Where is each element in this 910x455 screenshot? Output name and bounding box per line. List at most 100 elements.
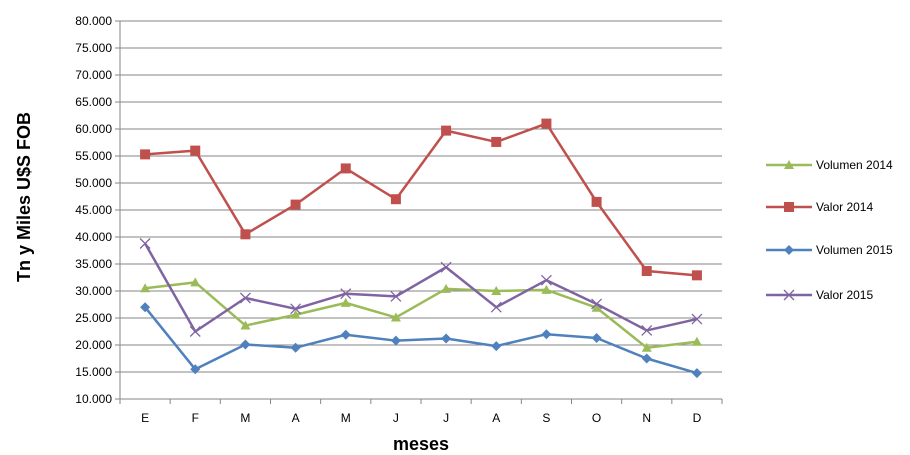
y-tick-label: 50.000: [75, 176, 112, 190]
x-marker: [239, 292, 251, 304]
x-tick-label: E: [141, 411, 149, 425]
triangle-marker: [290, 309, 301, 319]
y-tick-label: 10.000: [75, 392, 112, 406]
x-tick-label: A: [292, 411, 300, 425]
x-marker: [490, 301, 502, 313]
diamond-marker: [290, 342, 301, 353]
x-tick-label: A: [492, 411, 500, 425]
x-tick-label: O: [592, 411, 601, 425]
x-marker: [139, 238, 151, 249]
triangle-marker: [441, 283, 452, 293]
square-marker: [340, 163, 351, 174]
legend-label: Volumen 2015: [816, 243, 893, 257]
series-3: [139, 238, 703, 337]
diamond-marker: [591, 332, 602, 343]
data-series: [139, 118, 703, 379]
x-marker: [591, 298, 603, 310]
legend-label: Valor 2014: [816, 200, 873, 214]
x-axis-title: meses: [393, 434, 449, 454]
diamond-marker: [140, 302, 151, 313]
diamond-marker: [441, 333, 452, 344]
series-line: [144, 306, 698, 375]
x-marker: [641, 324, 653, 336]
triangle-marker: [784, 160, 794, 169]
diamond-marker: [541, 329, 552, 340]
x-tick-label: N: [642, 411, 651, 425]
square-marker: [240, 229, 251, 240]
triangle-marker: [491, 286, 502, 295]
x-tick-label: J: [393, 411, 399, 425]
triangle-marker: [591, 302, 602, 312]
x-marker: [783, 289, 795, 301]
square-marker: [641, 266, 652, 277]
series-line: [144, 122, 698, 277]
square-marker: [390, 194, 401, 205]
diamond-marker: [784, 245, 794, 255]
diamond-marker: [240, 339, 251, 350]
y-tick-label: 55.000: [75, 149, 112, 163]
y-tick-label: 20.000: [75, 338, 112, 352]
y-tick-label: 40.000: [75, 230, 112, 244]
y-tick-label: 70.000: [75, 68, 112, 82]
triangle-marker: [691, 336, 702, 346]
square-marker: [441, 125, 452, 136]
x-tick-label: M: [341, 411, 351, 425]
square-marker: [491, 136, 502, 147]
x-tick-label: F: [192, 411, 199, 425]
y-tick-label: 60.000: [75, 122, 112, 136]
y-tick-label: 45.000: [75, 203, 112, 217]
x-tick-label: D: [693, 411, 702, 425]
legend-item: Volumen 2014: [766, 158, 893, 172]
series-1: [140, 118, 702, 281]
y-axis-ticks: 10.000 15.000 20.000 25.000 30.000 35.000 40.0…: [75, 14, 120, 406]
triangle-marker: [340, 297, 351, 307]
y-tick-label: 35.000: [75, 257, 112, 271]
triangle-marker: [240, 320, 251, 330]
triangle-marker: [140, 283, 151, 293]
diamond-marker: [491, 341, 502, 352]
series-line: [144, 281, 698, 349]
y-tick-label: 30.000: [75, 284, 112, 298]
triangle-marker: [190, 277, 201, 287]
x-marker: [390, 290, 402, 302]
y-tick-label: 65.000: [75, 95, 112, 109]
x-marker: [691, 313, 703, 325]
x-tick-label: M: [240, 411, 250, 425]
y-axis-title: Tn y Miles U$S FOB: [14, 112, 34, 282]
square-marker: [591, 196, 602, 207]
square-marker: [784, 202, 794, 212]
legend-item: Valor 2015: [766, 288, 873, 302]
legend-label: Volumen 2014: [816, 158, 893, 172]
triangle-marker: [641, 342, 652, 352]
triangle-marker: [541, 284, 552, 294]
square-marker: [290, 199, 301, 210]
series-2: [140, 302, 702, 379]
series-0: [140, 277, 702, 352]
x-marker: [440, 261, 452, 273]
x-marker: [340, 288, 352, 300]
y-tick-label: 75.000: [75, 41, 112, 55]
legend: Volumen 2014 Valor 2014 Volumen 2015 Valor …: [766, 158, 893, 302]
square-marker: [541, 118, 552, 129]
legend-item: Valor 2014: [766, 200, 873, 214]
x-marker: [540, 274, 552, 286]
y-tick-label: 15.000: [75, 365, 112, 379]
y-tick-label: 80.000: [75, 14, 112, 28]
square-marker: [691, 270, 702, 281]
legend-label: Valor 2015: [816, 288, 873, 302]
square-marker: [140, 149, 151, 160]
triangle-marker: [390, 312, 401, 322]
diamond-marker: [190, 364, 201, 375]
y-tick-label: 25.000: [75, 311, 112, 325]
gridlines: [120, 20, 722, 373]
series-line: [143, 242, 698, 333]
legend-item: Volumen 2015: [766, 243, 893, 257]
x-marker: [189, 326, 201, 337]
x-marker: [290, 303, 302, 315]
diamond-marker: [390, 335, 401, 346]
x-tick-label: S: [542, 411, 550, 425]
diamond-marker: [691, 368, 702, 379]
diamond-marker: [340, 329, 351, 340]
